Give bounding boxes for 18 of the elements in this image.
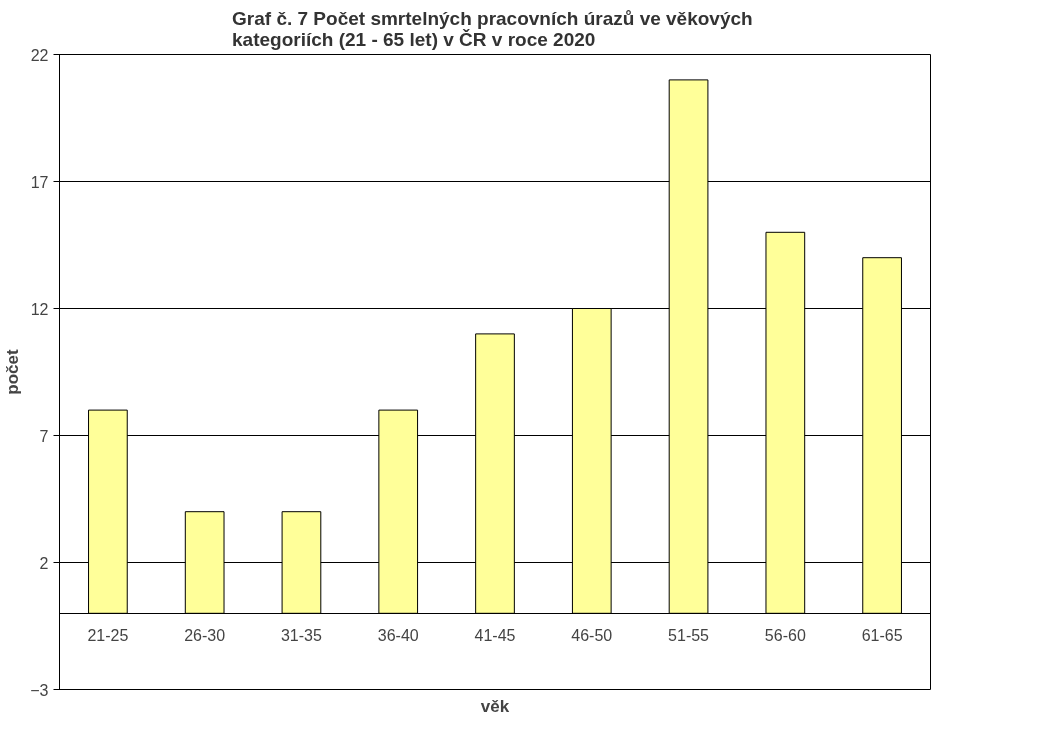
y-tick-label: 12 xyxy=(30,300,49,318)
x-tick-label: 46-50 xyxy=(571,627,613,645)
y-tick-label: 7 xyxy=(39,427,49,445)
y-tick-label: 17 xyxy=(30,173,49,191)
x-tick-label: 56-60 xyxy=(764,627,806,645)
x-tick-label: 51-55 xyxy=(668,627,710,645)
chart-title: Graf č. 7 Počet smrtelných pracovních úrazů ve věkových kategoriích (21 - 65 let) v ČR v roce 2020 xyxy=(232,7,753,50)
x-tick-label: 21-25 xyxy=(87,627,129,645)
x-tick-label: 36-40 xyxy=(377,627,419,645)
x-tick-label: 31-35 xyxy=(280,627,323,645)
y-tick-label: −3 xyxy=(30,681,49,699)
x-tick-label: 41-45 xyxy=(474,627,516,645)
y-tick-label: 2 xyxy=(39,554,49,572)
x-tick-label: 26-30 xyxy=(184,627,226,645)
x-axis-title: věk xyxy=(480,696,510,716)
y-axis-title: počet xyxy=(3,348,23,395)
x-tick-label: 61-65 xyxy=(861,627,903,645)
y-tick-label: 22 xyxy=(30,46,49,64)
